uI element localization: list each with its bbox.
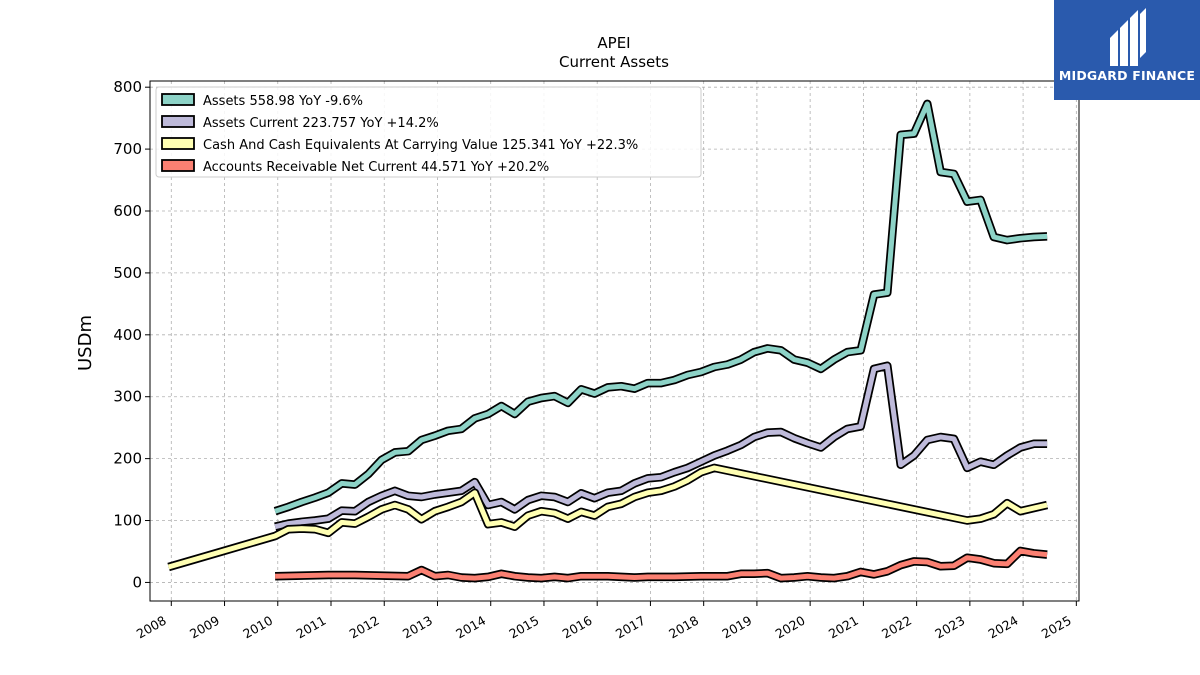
legend-swatch bbox=[161, 137, 195, 150]
y-tick-label: 800 bbox=[113, 78, 142, 96]
chart-title: APEI bbox=[597, 34, 630, 52]
plot-frame bbox=[149, 80, 1080, 602]
legend-label: Accounts Receivable Net Current 44.571 Y… bbox=[203, 160, 549, 175]
y-tick-label: 400 bbox=[113, 326, 142, 344]
y-tick-label: 0 bbox=[132, 573, 142, 591]
series-line-3 bbox=[275, 548, 1048, 581]
series-line-1 bbox=[274, 363, 1048, 530]
legend-box bbox=[155, 86, 702, 178]
chart-subtitle: Current Assets bbox=[559, 53, 669, 71]
legend-label: Cash And Cash Equivalents At Carrying Va… bbox=[203, 138, 638, 153]
legend-swatch bbox=[161, 115, 195, 128]
series-line-2 bbox=[167, 465, 1048, 570]
brand-logo: MIDGARD FINANCE bbox=[1054, 0, 1200, 100]
y-tick-label: 600 bbox=[113, 202, 142, 220]
legend-swatch bbox=[161, 159, 195, 172]
y-axis-label: USDm bbox=[75, 315, 96, 371]
y-tick-label: 100 bbox=[113, 512, 142, 530]
y-tick-label: 500 bbox=[113, 264, 142, 282]
legend-swatch bbox=[161, 93, 195, 106]
legend: Assets 558.98 YoY -9.6% Assets Current 22… bbox=[155, 86, 702, 178]
midgard-logo-icon bbox=[1110, 8, 1146, 66]
y-tick-label: 700 bbox=[113, 140, 142, 158]
series-lines bbox=[167, 99, 1049, 583]
legend-label: Assets 558.98 YoY -9.6% bbox=[203, 94, 363, 109]
y-tick-label: 300 bbox=[113, 388, 142, 406]
legend-label: Assets Current 223.757 YoY +14.2% bbox=[203, 116, 439, 131]
y-tick-label: 200 bbox=[113, 450, 142, 468]
brand-name: MIDGARD FINANCE bbox=[1058, 68, 1196, 83]
series-line-0 bbox=[274, 101, 1048, 514]
